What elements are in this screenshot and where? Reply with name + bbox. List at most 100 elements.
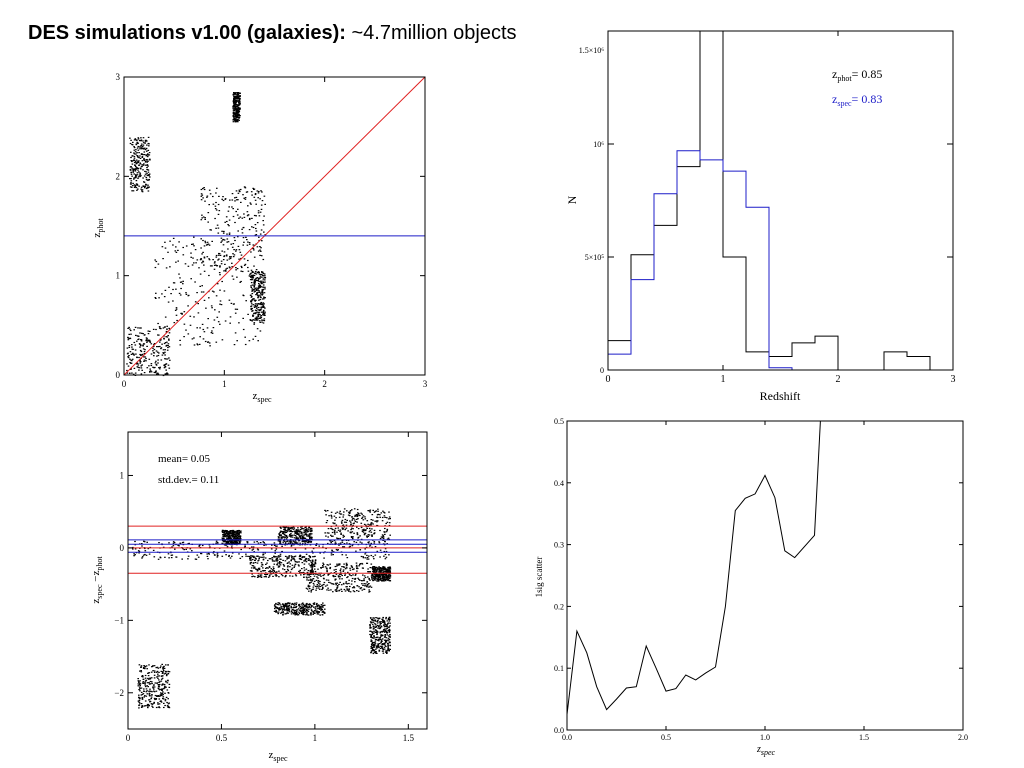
scatter-point [387,575,390,577]
scatter-point [248,547,251,550]
scatter-point [135,162,138,164]
scatter-point [135,168,138,170]
scatter-point [141,155,144,158]
scatter-point [204,200,206,202]
scatter-point [321,588,323,590]
scatter-point [257,542,260,544]
scatter-point [149,690,151,692]
scatter-point [360,512,362,514]
scatter-point [140,373,143,375]
scatter-point [162,258,164,260]
scatter-point [261,276,263,278]
scatter-point [277,538,280,540]
scatter-point [294,574,297,576]
scatter-point [310,581,312,583]
scatter-point [236,114,238,116]
scatter-point [148,694,151,696]
scatter-point [138,152,140,154]
scatter-point [385,550,388,553]
scatter-point [382,510,384,512]
scatter-point [306,605,308,607]
scatter-point [283,539,285,542]
scatter-point [283,606,286,608]
scatter-point [371,633,374,635]
scatter-point [381,630,383,633]
scatter-point [128,333,130,335]
scatter-point [155,292,157,294]
scatter-point [133,159,135,161]
scatter-point [254,559,256,561]
scatter-point [173,542,176,544]
scatter-point [231,193,234,195]
scatter-point [229,257,232,259]
scatter-point [132,373,135,375]
scatter-point [262,570,265,572]
scatter-point [230,532,233,534]
scatter-point [139,173,142,175]
scatter-point [319,585,321,588]
scatter-point [299,536,302,538]
scatter-point [206,327,209,329]
scatter-point [366,558,368,560]
scatter-point [134,349,137,351]
x-tick-label: 1 [222,379,227,389]
scatter-point [370,563,373,565]
scatter-point [259,303,261,305]
scatter-point [363,528,365,530]
scatter-point [235,99,238,101]
scatter-point [314,570,317,573]
scatter-point [221,230,223,232]
scatter-point [199,259,202,261]
scatter-point [207,318,209,320]
scatter-point [311,563,313,565]
scatter-point [142,345,144,347]
scatter-point [234,109,237,111]
scatter-point [273,555,275,557]
scatter-point [259,277,261,279]
scatter-point [168,707,171,709]
scatter-point [217,213,220,215]
scatter-point [339,537,341,540]
scatter-point [191,550,193,552]
scatter-point [134,344,137,346]
scatter-point [167,335,169,337]
scatter-point [136,152,138,154]
scatter-point [162,671,164,673]
scatter-point [223,538,225,540]
scatter-point [165,331,168,333]
scatter-point [233,111,235,113]
scatter-point [157,373,160,375]
scatter-point [214,208,217,210]
scatter-point [374,639,377,641]
scatter-point [293,527,296,529]
scatter-point [374,576,377,578]
scatter-point [172,288,174,291]
scatter-point [212,259,214,261]
label-subscript: spec [273,754,288,763]
scatter-point [279,604,282,606]
scatter-point [143,690,145,692]
scatter-point [316,606,319,608]
scatter-point [311,565,314,568]
scatter-point [129,169,132,171]
scatter-point [250,282,253,284]
scatter-point [204,340,207,343]
scatter-point [299,531,302,533]
scatter-point [354,577,357,580]
scatter-point [138,140,141,142]
scatter-point [388,631,391,633]
scatter-point [150,371,153,373]
scatter-point [243,197,245,199]
scatter-point [253,323,255,325]
scatter-point [149,159,151,161]
scatter-point [228,258,231,260]
scatter-point [223,251,226,253]
scatter-point [379,516,381,518]
scatter-point [233,533,236,536]
scatter-point [132,169,134,171]
scatter-point [133,555,135,557]
annotation-stddev: std.dev.= 0.11 [158,474,219,486]
scatter-point [189,315,192,317]
scatter-point [348,588,350,590]
scatter-point [298,606,301,608]
